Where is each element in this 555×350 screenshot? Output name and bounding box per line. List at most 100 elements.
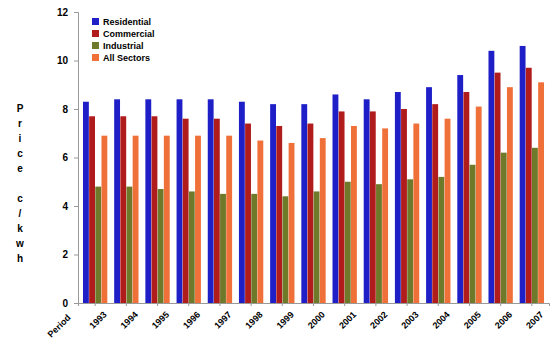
tick-label: 1993 xyxy=(87,309,108,330)
y-axis: 024681012 xyxy=(57,7,79,309)
bar xyxy=(145,99,151,303)
bar xyxy=(101,136,107,303)
tick: 1998 xyxy=(243,303,264,331)
tick-label: 2000 xyxy=(306,309,327,330)
legend-swatch xyxy=(92,42,99,49)
tick: 1995 xyxy=(150,303,171,331)
legend: ResidentialCommercialIndustrialAll Secto… xyxy=(92,17,155,63)
bar xyxy=(89,116,95,303)
tick-label: 4 xyxy=(62,201,68,212)
bar xyxy=(438,177,444,303)
tick-mark xyxy=(126,303,127,306)
bar xyxy=(526,68,532,303)
chart: 0246810121993199419951996199719981999200… xyxy=(0,0,555,350)
tick-mark xyxy=(74,61,78,62)
bar xyxy=(307,124,313,303)
tick-label: 2001 xyxy=(337,309,358,330)
bar xyxy=(208,99,214,303)
bar xyxy=(251,194,257,303)
tick: 2003 xyxy=(399,303,420,331)
axis-line xyxy=(79,304,550,307)
tick-mark xyxy=(531,303,532,306)
tick-label: 2 xyxy=(62,249,68,260)
bar xyxy=(470,165,476,303)
axis-line xyxy=(74,13,79,304)
legend-item: Residential xyxy=(92,17,151,27)
tick: 1996 xyxy=(181,303,202,331)
bar xyxy=(127,187,133,303)
bar xyxy=(413,124,419,303)
tick-mark xyxy=(74,109,78,110)
tick: 0 xyxy=(62,298,78,309)
tick-label: 2004 xyxy=(431,309,452,330)
tick-label: 12 xyxy=(57,7,69,18)
bar xyxy=(339,111,345,303)
bar xyxy=(289,143,295,303)
tick: 4 xyxy=(62,201,78,212)
tick-label: 1997 xyxy=(212,309,233,330)
bar xyxy=(395,92,401,303)
tick-label: 2005 xyxy=(462,309,483,330)
tick: 1993 xyxy=(87,303,108,331)
tick: 1994 xyxy=(119,303,140,331)
bar xyxy=(133,136,139,303)
tick: 2001 xyxy=(337,303,358,331)
tick-label: 2006 xyxy=(493,309,514,330)
tick: 1997 xyxy=(212,303,233,331)
tick: 2006 xyxy=(493,303,514,331)
tick-mark xyxy=(74,158,78,159)
tick-label: 10 xyxy=(57,55,69,66)
bar xyxy=(114,99,120,303)
tick: 2002 xyxy=(368,303,389,331)
bar xyxy=(432,104,438,303)
bar xyxy=(214,119,220,303)
y-axis-title: Price c/kwh xyxy=(15,103,24,264)
tick: 2 xyxy=(62,249,78,260)
bar xyxy=(476,107,482,303)
bar xyxy=(195,136,201,303)
tick-mark xyxy=(500,303,501,306)
bar xyxy=(282,196,288,303)
bar xyxy=(226,136,232,303)
tick: 12 xyxy=(57,7,78,18)
bar xyxy=(463,92,469,303)
bar xyxy=(164,136,170,303)
tick-label: 1999 xyxy=(275,309,296,330)
bar-series xyxy=(89,68,532,303)
tick: 2007 xyxy=(524,303,545,331)
bar xyxy=(445,119,451,303)
tick-mark xyxy=(157,303,158,306)
tick: 8 xyxy=(62,104,78,115)
tick-mark xyxy=(282,303,283,306)
legend-item: Industrial xyxy=(92,41,144,51)
bar xyxy=(270,104,276,303)
tick-mark xyxy=(74,255,78,256)
legend-label: Industrial xyxy=(103,41,144,51)
tick-label: 2002 xyxy=(368,309,389,330)
bar xyxy=(314,191,320,303)
bar xyxy=(364,99,370,303)
legend-swatch xyxy=(92,18,99,25)
bar xyxy=(333,94,339,303)
bar xyxy=(183,119,189,303)
bar-series xyxy=(101,82,544,303)
legend-label: Residential xyxy=(103,17,151,27)
bar xyxy=(95,187,101,303)
bar xyxy=(158,189,164,303)
bar xyxy=(520,46,526,303)
bar-series xyxy=(95,148,538,303)
tick-label: 1995 xyxy=(150,309,171,330)
tick-mark xyxy=(188,303,189,306)
legend-item: All Sectors xyxy=(92,53,150,63)
tick-mark xyxy=(74,12,78,13)
tick-label: 1996 xyxy=(181,309,202,330)
tick-mark xyxy=(375,303,376,306)
bar xyxy=(177,99,183,303)
tick-mark xyxy=(251,303,252,306)
bar xyxy=(507,87,513,303)
bar xyxy=(345,182,351,303)
tick-label: 1998 xyxy=(243,309,264,330)
x-axis-title: Period xyxy=(46,313,73,340)
bar xyxy=(382,128,388,303)
tick-mark xyxy=(438,303,439,306)
